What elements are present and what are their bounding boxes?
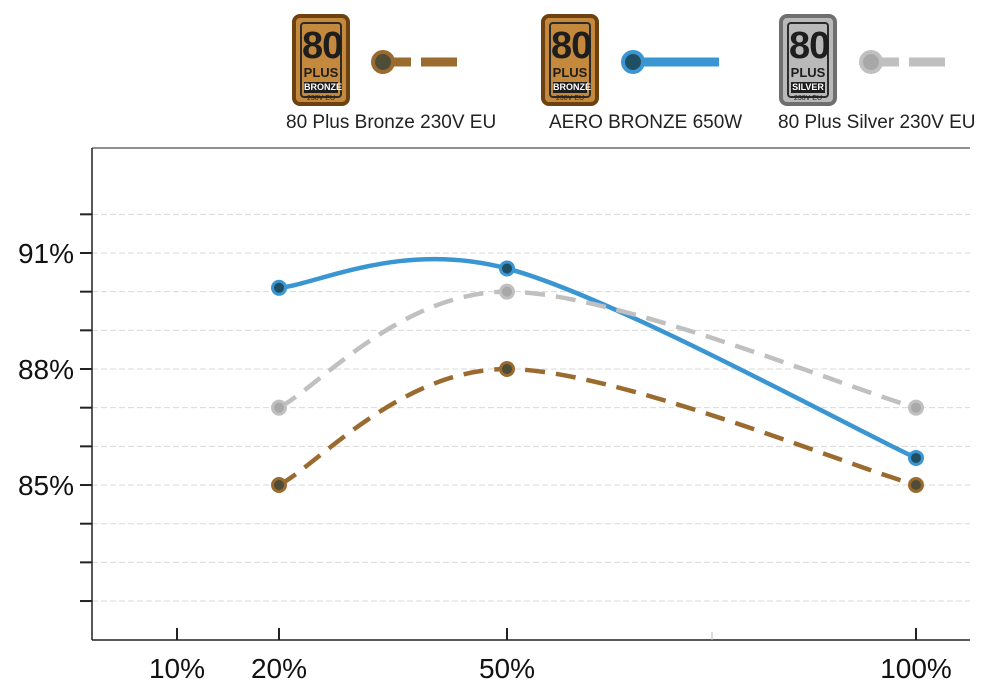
series-line-2 (278, 256, 917, 460)
data-point-marker (499, 283, 515, 300)
x-tick-label: 10% (149, 653, 205, 684)
y-ticks: 91% 88% 85% (18, 213, 92, 603)
badge-frame: 80 PLUS SILVER 230V EU (787, 22, 830, 102)
data-point-marker (271, 399, 287, 416)
data-point-marker (499, 361, 515, 378)
silver-certification-badge: 80 PLUS SILVER 230V EU (779, 14, 837, 106)
badge-number: 80 (789, 25, 830, 67)
badge-voltage-text: 230V EU (306, 95, 336, 102)
badge-voltage-text: 230V EU (793, 95, 823, 102)
grid-lines (92, 213, 970, 602)
legend-label: AERO BRONZE 650W (549, 112, 743, 133)
x-tick-label: 100% (880, 653, 952, 684)
data-point-marker (499, 260, 515, 277)
x-tick-label: 50% (479, 653, 535, 684)
legend-swatch-marker (621, 50, 645, 74)
bronze-certification-badge: 80 PLUS BRONZE 230V EU (292, 14, 350, 106)
series-line-1 (277, 366, 917, 488)
legend-label: 80 Plus Silver 230V EU (778, 112, 976, 133)
x-ticks: 10% 20% 50% 100% (149, 628, 952, 684)
badge-number: 80 (551, 25, 592, 67)
data-point-marker (908, 399, 924, 416)
legend-swatch (621, 50, 719, 74)
series-line-3 (277, 289, 917, 410)
badge-frame: 80 PLUS BRONZE 230V EU (300, 22, 343, 102)
badge-plus-text: PLUS (303, 65, 339, 80)
badge-plus-text: PLUS (552, 65, 588, 80)
badge-number: 80 (302, 25, 343, 67)
badge-voltage-text: 230V EU (555, 95, 585, 102)
data-point-marker (271, 477, 287, 494)
series-lines (277, 256, 917, 488)
data-point-marker (908, 477, 924, 494)
axes (91, 147, 970, 641)
legend: 80 PLUS BRONZE 230V EU 80 Plus Bronze 230V E… (0, 0, 1000, 140)
x-tick-label: 20% (251, 653, 307, 684)
data-point-marker (908, 449, 924, 466)
legend-swatch-marker (371, 50, 395, 74)
badge-tier-text: BRONZE (553, 82, 591, 93)
legend-item: 80 PLUS SILVER 230V EU 80 Plus Silver 230V E… (0, 14, 1000, 138)
legend-swatch-marker (859, 50, 883, 74)
badge-frame: 80 PLUS BRONZE 230V EU (549, 22, 592, 102)
legend-label: 80 Plus Bronze 230V EU (286, 112, 497, 133)
y-tick-label: 91% (18, 238, 74, 269)
legend-item: 80 PLUS BRONZE 230V EU AERO BRONZE 650W (0, 14, 1000, 138)
bronze-certification-badge: 80 PLUS BRONZE 230V EU (541, 14, 599, 106)
y-tick-label: 85% (18, 470, 74, 501)
series-markers (271, 260, 924, 494)
legend-swatch (859, 50, 957, 74)
y-tick-label: 88% (18, 354, 74, 385)
badge-tier-text: SILVER (791, 82, 825, 93)
data-point-marker (271, 279, 287, 296)
legend-swatch (371, 50, 469, 74)
badge-plus-text: PLUS (790, 65, 826, 80)
badge-tier-text: BRONZE (304, 82, 342, 93)
legend-item: 80 PLUS BRONZE 230V EU 80 Plus Bronze 230V E… (0, 14, 1000, 138)
